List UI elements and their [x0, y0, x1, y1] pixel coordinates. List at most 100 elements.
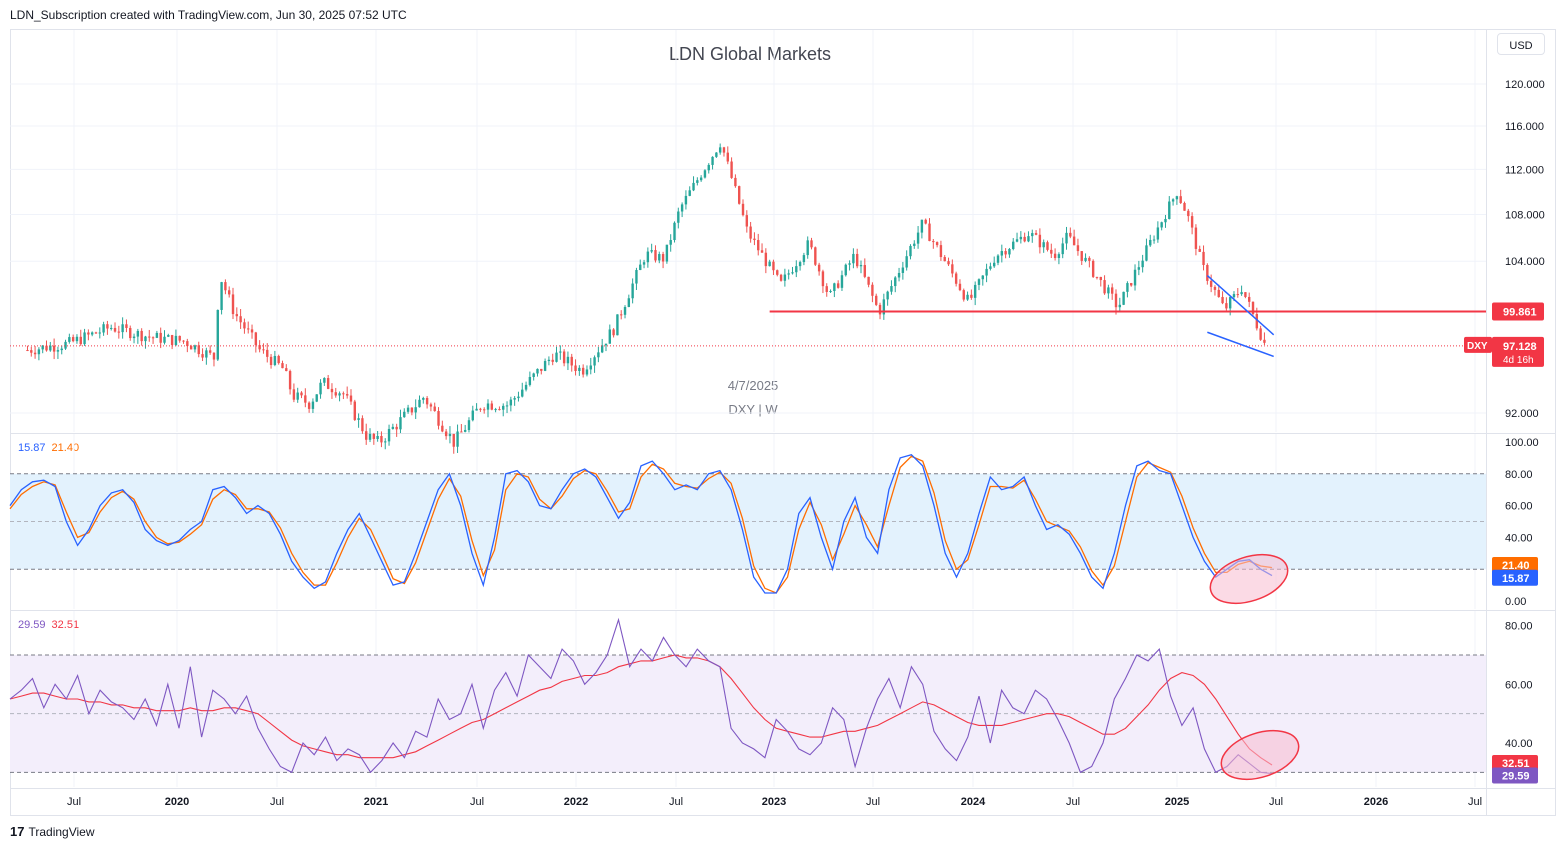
candle-body	[1015, 239, 1019, 242]
candle-body	[913, 243, 916, 246]
candle-body	[170, 335, 174, 345]
candle-body	[863, 265, 867, 277]
candle-body	[947, 261, 950, 265]
candle-body	[182, 340, 185, 342]
candle-body	[148, 336, 151, 338]
candle-body	[288, 371, 292, 390]
candle-body	[144, 336, 147, 342]
candle-body	[498, 409, 501, 411]
candle-body	[981, 275, 984, 280]
tradingview-logo-icon[interactable]: 17	[10, 824, 25, 839]
candle-body	[642, 262, 646, 265]
candle-body	[958, 283, 962, 291]
candle-body	[745, 215, 749, 227]
candle-body	[1171, 199, 1175, 202]
candle-body	[741, 203, 745, 216]
candle-body	[833, 283, 836, 292]
candle-body	[151, 337, 155, 339]
candle-body	[517, 396, 520, 399]
candle-body	[810, 240, 813, 248]
candle-body	[1179, 196, 1182, 203]
candle-body	[414, 407, 417, 413]
candle-body	[189, 346, 193, 350]
candle-body	[1122, 291, 1125, 305]
tradingview-brand[interactable]: TradingView	[28, 824, 95, 839]
candle-body	[505, 405, 509, 407]
candle-body	[673, 222, 676, 241]
candle-body	[966, 294, 969, 300]
candle-body	[943, 257, 946, 262]
candle-body	[159, 332, 162, 343]
candle-body	[901, 267, 905, 273]
candle-body	[844, 264, 847, 276]
candle-body	[418, 399, 421, 408]
candle-body	[410, 407, 414, 413]
candle-body	[345, 394, 349, 396]
candle-body	[87, 332, 90, 335]
candle-body	[597, 352, 600, 358]
candle-body	[319, 382, 322, 395]
pane-divider-2[interactable]	[10, 610, 1556, 611]
candle-body	[448, 433, 452, 437]
candle-body	[654, 250, 657, 261]
candle-body	[368, 433, 372, 440]
candle-body	[772, 261, 775, 271]
grid-layer	[10, 30, 1486, 787]
candle-body	[1251, 301, 1255, 314]
candle-body	[703, 170, 707, 178]
rsi-value-box	[1492, 767, 1538, 784]
candle-body	[581, 367, 585, 375]
indicator-tick-label: 100.00	[1505, 437, 1539, 449]
candle-body	[250, 329, 254, 333]
candle-body	[277, 355, 280, 364]
pane-divider-1[interactable]	[10, 433, 1556, 434]
candle-body	[60, 348, 63, 351]
candle-body	[1088, 257, 1091, 261]
candle-body	[300, 392, 303, 396]
candle-body	[467, 420, 471, 430]
footer: 17 TradingView	[10, 824, 95, 839]
candle-body	[403, 411, 406, 418]
candle-body	[113, 327, 117, 332]
candle-body	[928, 223, 931, 242]
time-tick-label: 2020	[165, 796, 189, 808]
candle-body	[292, 389, 296, 400]
candle-body	[1145, 245, 1148, 261]
candle-body	[376, 435, 379, 439]
candle-body	[273, 355, 277, 366]
line-layer	[9, 453, 1273, 775]
candle-body	[1164, 218, 1167, 223]
candle-body	[855, 253, 859, 267]
stoch-d-value-label: 21.40	[1502, 560, 1530, 572]
candle-body	[1099, 276, 1102, 281]
candle-body	[197, 345, 200, 355]
candle-body	[490, 403, 494, 410]
wedge-upper-line	[1206, 275, 1275, 336]
time-tick-label: 2025	[1165, 796, 1189, 808]
watermark-date: 4/7/2025	[727, 378, 779, 393]
candle-body	[559, 351, 562, 353]
time-tick-label: Jul	[67, 796, 81, 808]
candle-body	[155, 332, 159, 338]
oversold-highlight-ellipse	[1220, 729, 1300, 781]
indicator-tick-label: 80.00	[1505, 621, 1533, 633]
candle-body	[460, 431, 463, 433]
candle-body	[479, 408, 482, 410]
candle-body	[323, 378, 326, 383]
currency-button[interactable]: USD	[1497, 33, 1545, 55]
candle-body	[1046, 242, 1049, 250]
candle-body	[829, 291, 832, 293]
candle-body	[1206, 265, 1209, 281]
candle-body	[1000, 251, 1004, 256]
candle-body	[886, 291, 889, 300]
candle-body	[26, 350, 29, 352]
candle-body	[973, 284, 977, 298]
stoch-d-legend-value: 21.40	[51, 442, 80, 454]
candle-body	[574, 365, 577, 371]
candle-body	[1053, 253, 1057, 259]
candle-body	[102, 324, 105, 333]
time-tick-label: 2024	[961, 796, 986, 808]
candle-body	[475, 408, 478, 411]
candle-body	[456, 431, 459, 447]
